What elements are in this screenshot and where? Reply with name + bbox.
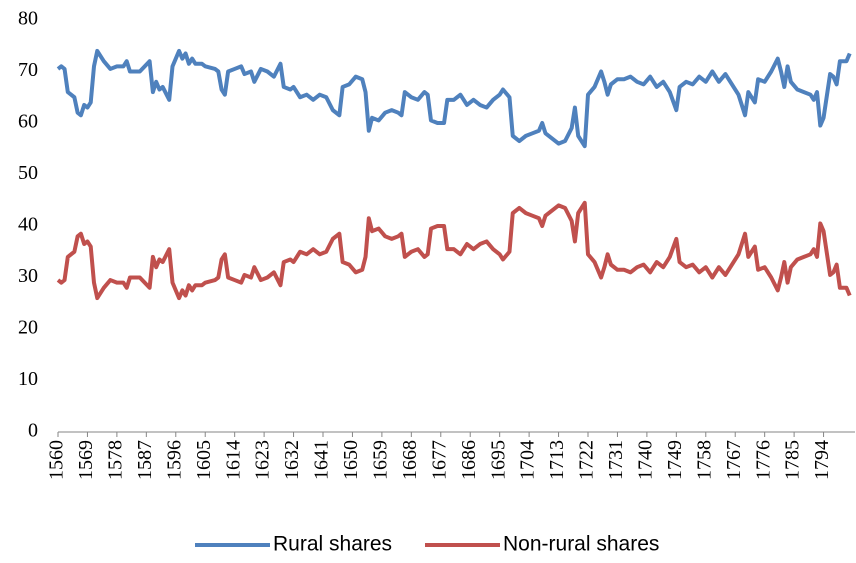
x-tick-label: 1749 [664, 440, 686, 480]
x-tick-label: 1776 [752, 440, 774, 480]
y-tick-label: 0 [28, 420, 38, 442]
x-tick-label: 1713 [546, 440, 568, 480]
x-tick-label: 1623 [252, 440, 274, 480]
x-tick-label: 1668 [399, 440, 421, 480]
x-tick-label: 1632 [281, 440, 303, 480]
y-tick-label: 60 [18, 111, 38, 133]
x-tick-label: 1578 [104, 440, 126, 480]
y-tick-label: 40 [18, 214, 38, 236]
x-tick-label: 1731 [605, 440, 627, 480]
x-tick-label: 1740 [634, 440, 656, 480]
legend-label: Non-rural shares [503, 533, 659, 556]
x-tick-label: 1614 [222, 440, 244, 480]
y-tick-label: 10 [18, 368, 38, 390]
x-tick-label: 1767 [723, 440, 745, 480]
x-tick-label: 1686 [458, 440, 480, 480]
y-tick-label: 50 [18, 162, 38, 184]
x-tick-label: 1794 [811, 440, 833, 480]
y-tick-label: 20 [18, 317, 38, 339]
x-tick-label: 1659 [369, 440, 391, 480]
x-tick-label: 1695 [487, 440, 509, 480]
y-tick-label: 70 [18, 59, 38, 81]
x-tick-label: 1722 [576, 440, 598, 480]
x-tick-label: 1596 [163, 440, 185, 480]
x-tick-label: 1641 [311, 440, 333, 480]
series-line [56, 48, 852, 149]
legend-label: Rural shares [273, 533, 392, 556]
x-tick-label: 1758 [693, 440, 715, 480]
x-tick-label: 1569 [75, 440, 97, 480]
x-tick-label: 1560 [46, 440, 68, 480]
x-tick-label: 1785 [782, 440, 804, 480]
x-tick-label: 1677 [428, 440, 450, 480]
y-tick-label: 80 [18, 8, 38, 30]
x-tick-label: 1605 [193, 440, 215, 480]
series-line [56, 200, 852, 301]
x-tick-label: 1704 [517, 440, 539, 480]
x-tick-label: 1587 [134, 440, 156, 480]
y-tick-label: 30 [18, 265, 38, 287]
x-tick-label: 1650 [340, 440, 362, 480]
